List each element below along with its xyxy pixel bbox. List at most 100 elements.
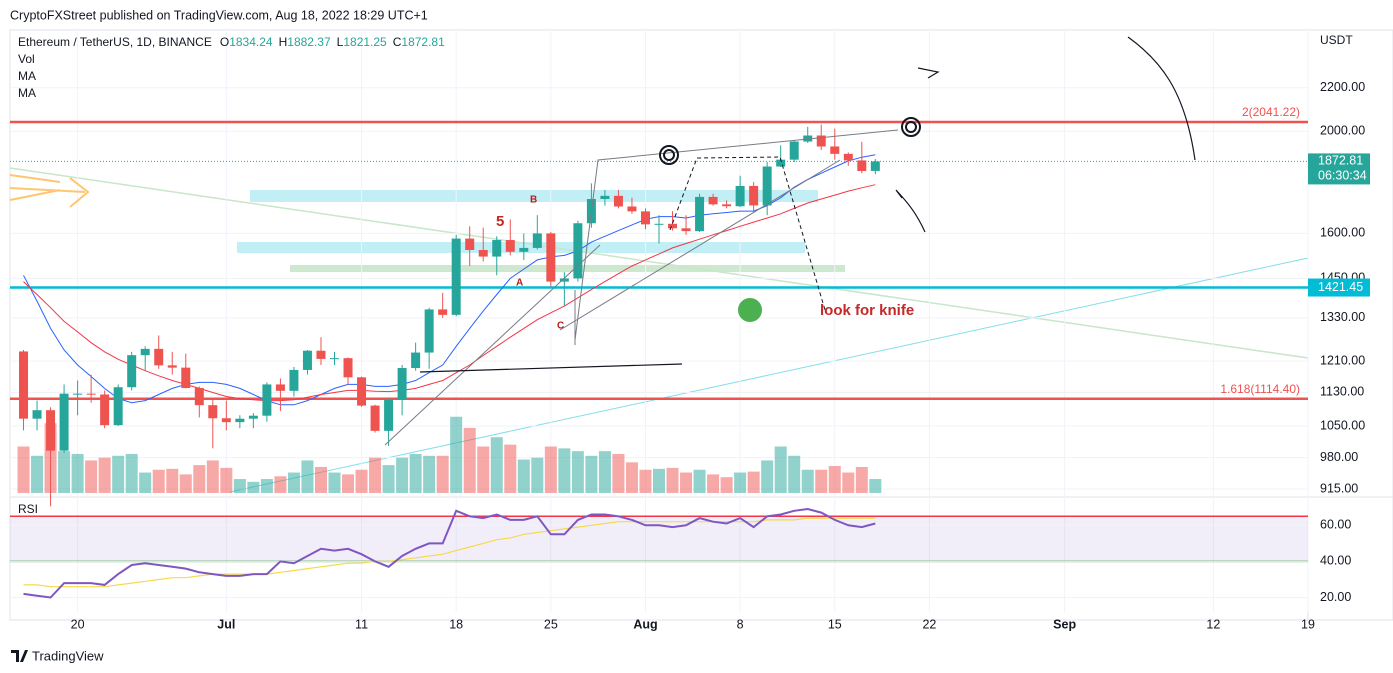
y-tick-label: 1600.00 (1320, 226, 1365, 240)
volume-bar (71, 453, 84, 493)
volume-bar (247, 481, 260, 493)
candle-body (478, 249, 488, 257)
volume-bar (382, 465, 395, 493)
x-tick-label: Jul (217, 617, 235, 631)
candle-body (830, 146, 840, 154)
candle-body (816, 135, 826, 147)
ohlc-prefix: H (279, 35, 288, 49)
candle-body (492, 240, 502, 257)
y-tick-label: 915.00 (1320, 481, 1358, 495)
candle-body (235, 418, 245, 423)
candle-body (857, 160, 867, 171)
x-tick-label: 8 (737, 617, 744, 631)
volume-bar (544, 446, 557, 493)
candle-body (722, 204, 732, 207)
volume-bar (314, 466, 327, 493)
volume-bar (260, 479, 273, 493)
y-tick-label: 2200.00 (1320, 80, 1365, 94)
candle-body (695, 196, 705, 232)
pane-frame (9, 29, 1393, 621)
legend-item: Vol (18, 52, 35, 66)
candle-body (59, 393, 69, 451)
legend-item: MA (18, 86, 36, 100)
volume-bar (274, 476, 287, 493)
volume-bar (328, 472, 341, 493)
candle-body (627, 206, 637, 212)
footer: TradingView (32, 648, 104, 663)
volume-bar (409, 453, 422, 493)
level-tag-label: 1421.45 (1318, 280, 1363, 294)
volume-bar (680, 472, 693, 493)
ohlc-prefix: O (220, 35, 229, 49)
volume-bar (193, 465, 206, 493)
volume-bar (558, 448, 571, 493)
ohlc-value: 1882.37 (287, 35, 331, 49)
x-tick-label: 25 (544, 617, 558, 631)
candle-body (749, 185, 759, 206)
note: look for knife (820, 302, 914, 319)
annotations: look for knife 5 B A C (9, 36, 1196, 446)
wave-label: 5 (496, 213, 504, 230)
drawings (9, 30, 1393, 620)
volume-bar (517, 459, 530, 493)
y-tick-label: 1210.00 (1320, 353, 1365, 367)
candle-body (708, 196, 718, 205)
trend-line (229, 257, 1309, 493)
candle-body (532, 233, 542, 248)
candle-body (154, 348, 164, 366)
ohlc-value: 1872.81 (401, 35, 445, 49)
rsi-band (10, 516, 1308, 562)
wave-label: B (530, 195, 537, 206)
volume-bar (436, 455, 449, 493)
candle-body (424, 309, 434, 353)
candle-body (73, 393, 83, 395)
volume-bar (639, 469, 652, 493)
volume-bar (490, 437, 503, 493)
volume-bar (355, 469, 368, 493)
x-tick-label: 20 (71, 617, 85, 631)
volume-bar (112, 455, 125, 493)
volume-bar (625, 462, 638, 493)
ohlc-value: 1821.25 (343, 35, 387, 49)
candle-body (343, 358, 353, 378)
volume-bar (693, 469, 706, 493)
volume-bar (869, 479, 882, 493)
x-tick-label: 22 (922, 617, 936, 631)
black-line (419, 363, 683, 373)
volume-bar (707, 474, 720, 493)
volume-bar (450, 416, 463, 493)
volume-bar (842, 472, 855, 493)
volume-bar (801, 469, 814, 493)
candle-body (248, 415, 258, 419)
y-tick-label: 980.00 (1320, 450, 1358, 464)
green-dot (738, 298, 762, 322)
candle-body (275, 384, 285, 391)
logo (11, 650, 28, 662)
wave-label: C (557, 321, 564, 332)
legend: Ethereum / TetherUS, 1D, BINANCE O1834.24… (18, 35, 445, 49)
candle-body (465, 238, 475, 250)
candle-body (86, 393, 96, 395)
publisher: CryptoFXStreet published on TradingView.… (10, 8, 428, 22)
rsi-label: RSI (18, 502, 38, 516)
candle-body (870, 161, 880, 171)
y-tick-label: 1050.00 (1320, 418, 1365, 432)
ohlc-value: 1834.24 (229, 35, 273, 49)
last-price-label: 1872.81 (1318, 154, 1363, 168)
legend-item: MA (18, 69, 36, 83)
volume-bar (58, 451, 71, 493)
candle-body (668, 223, 678, 229)
volume-bar (369, 457, 382, 493)
volume-bar (233, 479, 246, 493)
candle-body (208, 405, 218, 419)
symbol: Ethereum / TetherUS, 1D, BINANCE (18, 35, 212, 49)
volume-bar (612, 453, 625, 493)
candle-body (681, 228, 691, 232)
y-tick-label: 60.00 (1320, 518, 1351, 532)
x-tick-label: 12 (1206, 617, 1220, 631)
candle-body (762, 166, 772, 206)
volume-bar (31, 455, 44, 493)
candle-body (262, 384, 272, 416)
